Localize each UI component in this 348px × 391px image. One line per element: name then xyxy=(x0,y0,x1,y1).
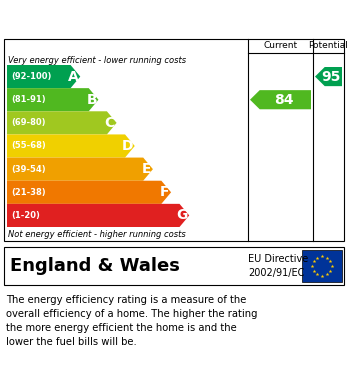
Polygon shape xyxy=(315,67,342,86)
Polygon shape xyxy=(7,158,153,181)
Polygon shape xyxy=(7,135,135,158)
Text: (55-68): (55-68) xyxy=(11,142,46,151)
Text: (81-91): (81-91) xyxy=(11,95,46,104)
Polygon shape xyxy=(7,88,98,111)
Text: 95: 95 xyxy=(322,70,341,84)
Text: F: F xyxy=(159,185,169,199)
Text: G: G xyxy=(177,208,188,222)
Text: 2002/91/EC: 2002/91/EC xyxy=(248,268,304,278)
Text: Potential: Potential xyxy=(309,41,348,50)
Polygon shape xyxy=(7,204,189,227)
Text: (69-80): (69-80) xyxy=(11,118,46,127)
Polygon shape xyxy=(7,111,117,135)
Text: Current: Current xyxy=(263,41,298,50)
Polygon shape xyxy=(250,90,311,109)
Text: (21-38): (21-38) xyxy=(11,188,46,197)
Text: Energy Efficiency Rating: Energy Efficiency Rating xyxy=(9,10,230,25)
Text: (92-100): (92-100) xyxy=(11,72,52,81)
Bar xyxy=(302,250,342,282)
Polygon shape xyxy=(7,65,80,88)
Text: (39-54): (39-54) xyxy=(11,165,46,174)
Polygon shape xyxy=(7,181,171,204)
Text: C: C xyxy=(105,116,115,130)
Text: EU Directive: EU Directive xyxy=(248,254,308,264)
Text: Very energy efficient - lower running costs: Very energy efficient - lower running co… xyxy=(8,57,186,66)
Text: (1-20): (1-20) xyxy=(11,211,40,220)
Text: A: A xyxy=(68,70,79,84)
Text: E: E xyxy=(141,162,151,176)
Text: England & Wales: England & Wales xyxy=(10,257,180,275)
Text: B: B xyxy=(86,93,97,107)
Text: The energy efficiency rating is a measure of the
overall efficiency of a home. T: The energy efficiency rating is a measur… xyxy=(6,295,258,347)
Text: Not energy efficient - higher running costs: Not energy efficient - higher running co… xyxy=(8,231,186,240)
Text: 84: 84 xyxy=(274,93,293,107)
Text: D: D xyxy=(122,139,134,153)
